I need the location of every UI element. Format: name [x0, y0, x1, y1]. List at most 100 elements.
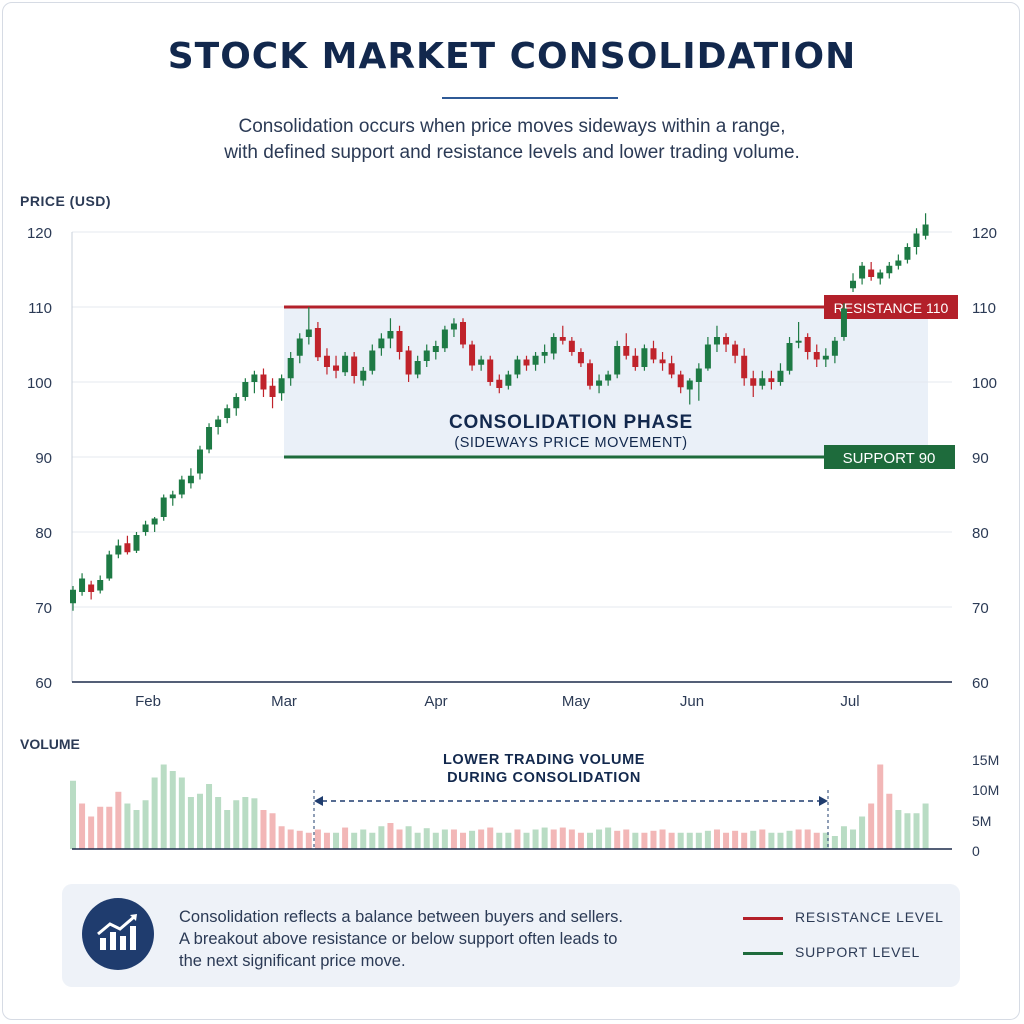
volume-bar-down	[877, 764, 884, 849]
y-tick-label-left: 90	[35, 450, 52, 467]
footer-line: the next significant price move.	[179, 952, 406, 970]
volume-bar-down	[659, 829, 666, 849]
y-tick-label-right: 60	[972, 675, 989, 692]
volume-tick-label: 5M	[972, 813, 991, 829]
candle-up	[759, 378, 766, 386]
volume-bar-down	[641, 832, 648, 849]
y-tick-label-right: 100	[972, 375, 997, 392]
volume-bar-up	[677, 832, 684, 849]
candle-up	[441, 329, 448, 349]
y-tick-label-left: 70	[35, 600, 52, 617]
volume-bar-up	[586, 832, 593, 849]
volume-bar-down	[732, 830, 739, 849]
volume-bar-down	[396, 829, 403, 849]
volume-bar-up	[405, 826, 412, 849]
candle-down	[487, 359, 494, 382]
volume-bar-down	[614, 830, 621, 849]
volume-bar-up	[541, 827, 548, 849]
legend-support-label: SUPPORT LEVEL	[795, 944, 921, 960]
volume-bar-down	[478, 829, 485, 849]
x-tick-label: Mar	[271, 693, 297, 710]
candle-down	[396, 331, 403, 352]
y-tick-label-left: 120	[27, 225, 52, 242]
volume-bar-down	[88, 816, 95, 849]
candle-down	[723, 337, 730, 345]
volume-bar-up	[596, 829, 603, 849]
candle-up	[831, 340, 838, 356]
volume-annotation-line2: DURING CONSOLIDATION	[447, 770, 641, 786]
candle-down	[677, 374, 684, 388]
candle-down	[804, 337, 811, 352]
volume-bar-up	[822, 832, 829, 849]
candle-up	[151, 518, 158, 525]
volume-bar-down	[97, 806, 104, 849]
candle-up	[278, 378, 285, 394]
candle-down	[351, 356, 358, 376]
candle-down	[559, 337, 566, 341]
volume-bar-up	[913, 813, 920, 849]
volume-bar-down	[278, 826, 285, 849]
candle-down	[568, 340, 575, 352]
candle-up	[505, 374, 512, 386]
candle-up	[142, 524, 149, 532]
volume-bar-down	[795, 829, 802, 849]
volume-bar-up	[686, 832, 693, 849]
y-tick-label-left: 100	[27, 375, 52, 392]
candle-up	[614, 346, 621, 375]
volume-bar-down	[759, 829, 766, 849]
volume-bar-up	[840, 826, 847, 849]
volume-bar-up	[768, 832, 775, 849]
volume-bar-down	[650, 830, 657, 849]
candle-up	[378, 338, 385, 349]
candle-up	[541, 352, 548, 356]
footer-description: Consolidation reflects a balance between…	[179, 906, 699, 972]
subtitle-line: with defined support and resistance leve…	[224, 142, 800, 163]
support-label-box	[824, 445, 955, 469]
volume-bar-up	[151, 777, 158, 849]
volume-tick-label: 0	[972, 843, 980, 859]
volume-bar-up	[496, 832, 503, 849]
volume-bar-up	[777, 832, 784, 849]
candle-down	[333, 365, 340, 371]
candle-down	[741, 355, 748, 379]
candle-up	[695, 368, 702, 382]
volume-bar-up	[169, 771, 176, 849]
volume-bar-up	[922, 803, 929, 849]
y-tick-label-right: 90	[972, 450, 989, 467]
candle-up	[596, 380, 603, 386]
volume-bar-up	[786, 830, 793, 849]
volume-bar-down	[723, 832, 730, 849]
volume-bar-down	[623, 829, 630, 849]
candle-up	[514, 359, 521, 375]
volume-bar-up	[523, 832, 530, 849]
volume-bar-up	[187, 797, 194, 849]
volume-bar-up	[142, 800, 149, 849]
volume-bar-down	[296, 830, 303, 849]
volume-bar-up	[532, 829, 539, 849]
candle-up	[169, 494, 176, 499]
candle-down	[813, 352, 820, 360]
volume-bar-down	[269, 813, 276, 849]
candle-down	[269, 385, 276, 397]
volume-annotation-line1: LOWER TRADING VOLUME	[443, 752, 645, 768]
candle-up	[550, 337, 557, 354]
volume-bar-up	[251, 798, 258, 849]
volume-bar-up	[850, 829, 857, 849]
volume-bar-down	[813, 832, 820, 849]
x-tick-label: Jul	[840, 693, 859, 710]
volume-bar-up	[414, 832, 421, 849]
resistance-label: RESISTANCE 110	[834, 300, 949, 316]
volume-tick-label: 15M	[972, 752, 999, 768]
volume-bar-down	[514, 829, 521, 849]
volume-bar-up	[378, 826, 385, 849]
volume-bar-down	[886, 793, 893, 849]
volume-bar-up	[859, 816, 866, 849]
volume-bar-up	[423, 828, 430, 849]
volume-bar-up	[750, 830, 757, 849]
y-tick-label-right: 110	[972, 300, 996, 317]
subtitle: Consolidation occurs when price moves si…	[0, 114, 1024, 166]
volume-bar-down	[287, 829, 294, 849]
candle-up	[922, 224, 929, 236]
page-title: STOCK MARKET CONSOLIDATION	[167, 36, 857, 77]
